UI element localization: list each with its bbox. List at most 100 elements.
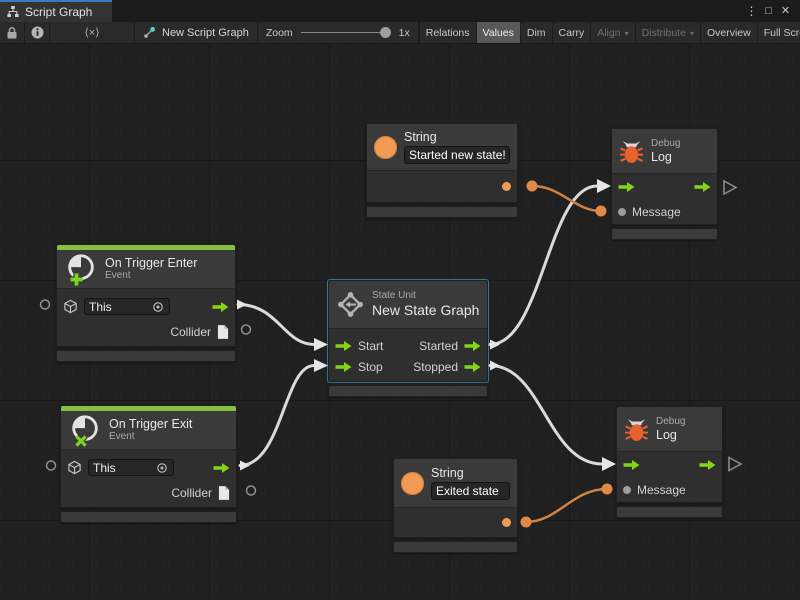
node-kind: Debug	[651, 137, 681, 149]
stopped-port-label: Stopped	[413, 359, 458, 374]
flow-output-port[interactable]	[213, 463, 230, 473]
tab-title: Script Graph	[25, 5, 93, 19]
value-output-port[interactable]	[502, 518, 511, 527]
values-button[interactable]: Values	[475, 22, 520, 43]
flow-output-port[interactable]	[694, 182, 711, 192]
wire-enter-to-start	[236, 303, 316, 346]
node-subtitle: Event	[105, 270, 131, 282]
flow-output-port[interactable]	[699, 460, 716, 470]
zoom-slider-track	[300, 31, 383, 33]
flow-output-port[interactable]	[212, 302, 229, 312]
dim-button[interactable]: Dim	[519, 22, 552, 43]
start-port-label: Start	[358, 338, 384, 353]
lock-button[interactable]	[0, 22, 25, 43]
node-debug-log-bottom[interactable]: Debug Log Message	[616, 406, 723, 518]
carry-button[interactable]: Carry	[551, 22, 591, 43]
node-footer	[616, 506, 723, 518]
node-footer	[366, 206, 518, 218]
node-title: New State Graph	[372, 302, 480, 319]
trigger-exit-icon	[68, 413, 102, 447]
flow-input-port[interactable]	[618, 182, 635, 192]
wire-source-cap	[490, 339, 500, 350]
zoom-slider[interactable]	[300, 22, 391, 43]
window-menu-icon[interactable]: ⋮	[745, 4, 758, 18]
wire-arrowhead	[602, 457, 616, 471]
object-picker-icon[interactable]	[151, 300, 165, 314]
bug-icon	[624, 417, 649, 442]
node-footer	[393, 541, 518, 553]
unconnected-port-circle[interactable]	[45, 460, 57, 471]
zoom-control: Zoom 1x	[258, 22, 419, 43]
node-string-top[interactable]: String Started new state!	[366, 123, 518, 218]
node-on-trigger-exit[interactable]: On Trigger Exit Event This	[60, 405, 237, 523]
bug-icon	[619, 139, 644, 164]
object-picker-icon[interactable]	[155, 461, 169, 475]
unconnected-port-circle[interactable]	[245, 485, 257, 496]
node-subtitle: Event	[109, 431, 135, 443]
node-state-unit[interactable]: State Unit New State Graph Start Started	[328, 280, 488, 397]
wire-arrowhead	[314, 359, 328, 372]
message-port-label: Message	[632, 205, 681, 219]
align-button[interactable]: Align ▾	[590, 22, 634, 43]
node-title: Log	[651, 149, 672, 164]
value-wire-endpoint[interactable]	[520, 516, 532, 528]
stopped-output-port[interactable]	[464, 362, 481, 372]
distribute-button[interactable]: Distribute ▾	[634, 22, 700, 43]
node-on-trigger-enter[interactable]: On Trigger Enter Event This	[56, 244, 236, 362]
cube-icon	[63, 299, 78, 314]
value-wire-endpoint[interactable]	[526, 180, 538, 192]
unconnected-flow-triangle[interactable]	[728, 456, 743, 472]
string-value-icon	[401, 471, 424, 495]
node-debug-log-top[interactable]: Debug Log Message	[611, 128, 718, 240]
wire-arrowhead	[597, 179, 611, 193]
node-string-bottom[interactable]: String Exited state	[393, 458, 518, 553]
code-view-button[interactable]: ⟨×⟩	[50, 22, 135, 43]
document-icon[interactable]	[218, 486, 230, 500]
value-wire-endpoint[interactable]	[595, 205, 607, 217]
fullscreen-button[interactable]: Full Screen	[756, 22, 800, 43]
zoom-value: 1x	[398, 26, 410, 39]
cube-icon	[67, 460, 82, 475]
value-output-port[interactable]	[502, 182, 511, 191]
cross-icon	[74, 434, 88, 448]
string-value-input[interactable]: Started new state!	[404, 146, 510, 165]
message-input-port[interactable]	[618, 208, 626, 216]
tab-script-graph[interactable]: Script Graph	[0, 0, 112, 22]
node-footer	[56, 350, 236, 362]
document-icon[interactable]	[217, 325, 229, 339]
maximize-icon[interactable]: □	[765, 5, 772, 17]
info-button[interactable]	[25, 22, 50, 43]
wire-source-cap	[240, 460, 250, 471]
close-icon[interactable]: ✕	[780, 5, 791, 17]
graph-toolbar: ⟨×⟩ New Script Graph Zoom 1x Relations V…	[0, 22, 800, 44]
carry-label: Carry	[558, 26, 585, 39]
relations-button[interactable]: Relations	[418, 22, 476, 43]
target-object-value: This	[93, 460, 116, 475]
code-view-icon: ⟨×⟩	[84, 27, 100, 39]
message-input-port[interactable]	[623, 486, 631, 494]
started-output-port[interactable]	[464, 341, 481, 351]
stop-port-label: Stop	[358, 359, 383, 374]
flow-input-port[interactable]	[623, 460, 640, 470]
string-value-input[interactable]: Exited state	[431, 482, 510, 501]
target-object-select[interactable]: This	[84, 298, 170, 315]
node-footer	[328, 385, 488, 397]
unconnected-port-circle[interactable]	[39, 299, 51, 310]
start-input-port[interactable]	[335, 341, 352, 351]
plus-icon	[69, 272, 84, 287]
value-wire-endpoint[interactable]	[601, 483, 613, 495]
overview-button[interactable]: Overview	[699, 22, 757, 43]
script-graph-tab-icon	[7, 6, 19, 18]
wire-stopped-to-debug-bottom	[488, 364, 604, 466]
target-object-select[interactable]: This	[88, 459, 174, 476]
unconnected-port-circle[interactable]	[240, 324, 252, 335]
stop-input-port[interactable]	[335, 362, 352, 372]
zoom-slider-knob[interactable]	[379, 27, 391, 38]
unconnected-flow-triangle[interactable]	[723, 179, 738, 196]
graph-breadcrumb[interactable]: New Script Graph	[135, 22, 258, 43]
message-port-label: Message	[637, 483, 686, 497]
event-accent-bar	[61, 406, 236, 411]
graph-canvas[interactable]: String Started new state! Debug Log	[0, 44, 800, 600]
wire-string-to-message-top	[530, 184, 603, 213]
